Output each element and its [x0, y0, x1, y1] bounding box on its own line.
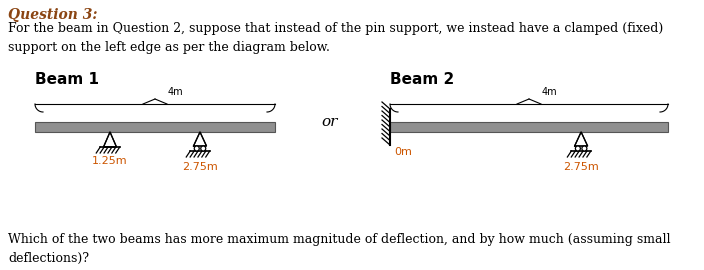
Circle shape: [201, 146, 206, 151]
Text: Question 3:: Question 3:: [8, 8, 97, 22]
Text: Beam 1: Beam 1: [35, 72, 99, 87]
Text: 2.75m: 2.75m: [563, 162, 599, 172]
Text: 2.75m: 2.75m: [182, 162, 218, 172]
Bar: [390, 122, 668, 132]
Bar: [35, 122, 275, 132]
Circle shape: [194, 146, 199, 151]
Text: Beam 2: Beam 2: [390, 72, 454, 87]
Circle shape: [582, 146, 587, 151]
Text: or: or: [322, 115, 338, 129]
Text: For the beam in Question 2, suppose that instead of the pin support, we instead : For the beam in Question 2, suppose that…: [8, 22, 663, 54]
Text: 4m: 4m: [167, 87, 183, 97]
Text: 1.25m: 1.25m: [92, 156, 128, 166]
Text: 0m: 0m: [394, 147, 412, 157]
Polygon shape: [574, 132, 588, 146]
Polygon shape: [194, 132, 206, 146]
Text: 4m: 4m: [541, 87, 557, 97]
Text: Which of the two beams has more maximum magnitude of deflection, and by how much: Which of the two beams has more maximum …: [8, 233, 670, 265]
Circle shape: [575, 146, 580, 151]
Polygon shape: [103, 132, 116, 147]
